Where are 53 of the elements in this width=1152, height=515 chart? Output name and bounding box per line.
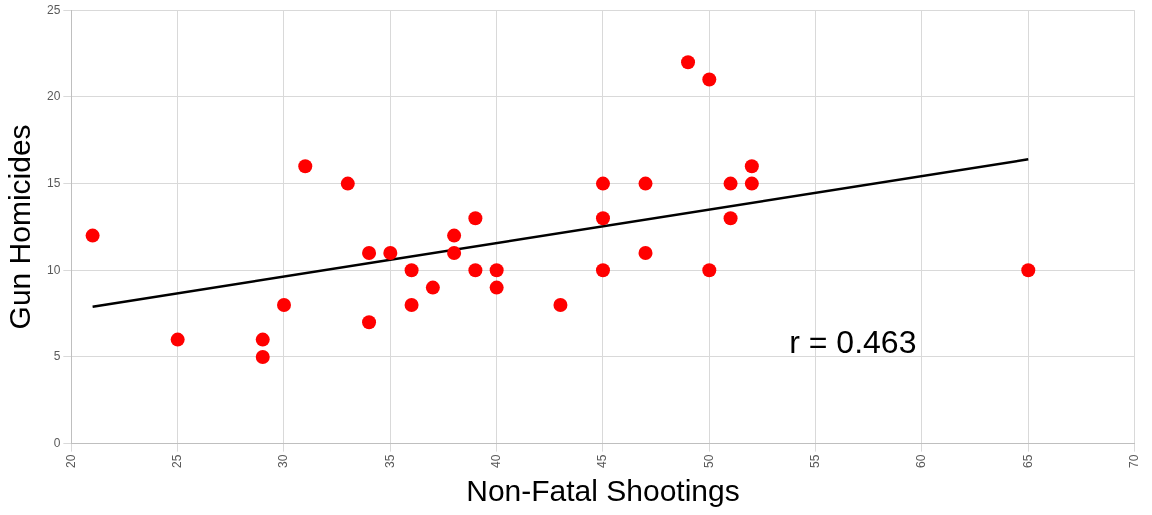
point	[723, 211, 738, 226]
y-tick-label: 15	[46, 175, 61, 190]
point	[277, 297, 291, 312]
point	[595, 211, 610, 226]
x-tick-label: 65	[1020, 454, 1035, 469]
point	[404, 297, 419, 312]
point	[702, 72, 717, 87]
point	[447, 245, 462, 260]
y-tick-label: 25	[46, 2, 61, 17]
y-tick-label: 20	[46, 89, 61, 104]
point	[298, 159, 313, 174]
point	[170, 332, 185, 347]
y-tick-label: 5	[53, 349, 61, 364]
point	[1021, 263, 1036, 278]
x-tick-label: 50	[701, 454, 716, 469]
point	[744, 159, 759, 174]
x-axis-title: Non-Fatal Shootings	[466, 474, 740, 508]
point	[362, 245, 377, 260]
x-tick-label: 40	[488, 454, 503, 469]
point	[425, 280, 440, 295]
point	[489, 280, 504, 295]
point	[595, 263, 610, 278]
point	[681, 55, 696, 70]
x-tick-label: 70	[1126, 454, 1141, 469]
point	[362, 315, 377, 330]
point	[702, 263, 717, 278]
y-tick-label: 0	[53, 435, 61, 450]
point	[553, 297, 568, 312]
point	[468, 263, 483, 278]
x-tick-label: 60	[914, 454, 929, 469]
x-tick-label: 20	[63, 454, 78, 469]
point	[447, 228, 462, 243]
point	[744, 176, 759, 191]
point	[723, 176, 738, 191]
annotation: r = 0.463	[789, 323, 917, 360]
x-tick-label: 45	[595, 454, 610, 469]
point	[404, 263, 419, 278]
point	[468, 211, 483, 226]
y-tick-label: 10	[46, 262, 61, 277]
point	[489, 263, 504, 278]
point	[255, 332, 270, 347]
point	[638, 176, 653, 191]
x-tick-label: 35	[382, 454, 397, 469]
x-tick-label: 55	[807, 454, 822, 469]
x-tick-label: 25	[169, 454, 184, 469]
point	[383, 245, 398, 260]
y-axis-title: Gun Homicides	[3, 124, 37, 330]
point	[595, 176, 610, 191]
point	[85, 228, 100, 243]
point	[255, 349, 270, 364]
point	[638, 245, 653, 260]
point	[340, 176, 355, 191]
x-tick-label: 30	[276, 454, 291, 469]
